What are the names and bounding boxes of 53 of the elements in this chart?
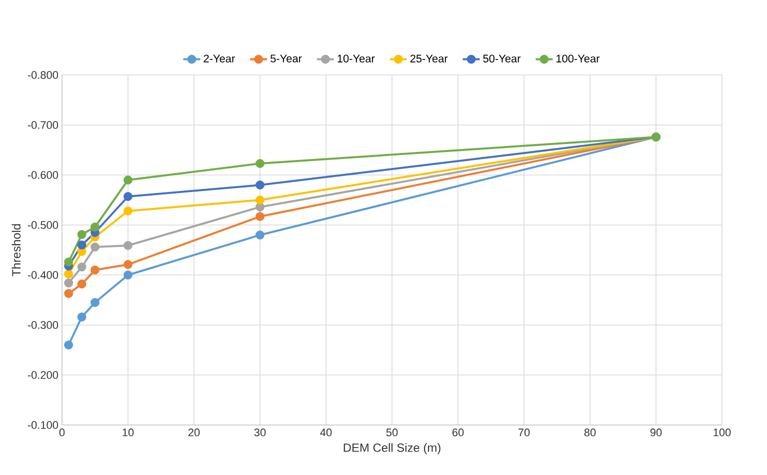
x-tick-label: 50 <box>386 428 398 436</box>
point <box>90 222 100 232</box>
legend-label: 25-Year <box>410 54 448 62</box>
x-tick-label: 30 <box>254 428 266 436</box>
point <box>90 266 100 274</box>
point <box>64 278 74 288</box>
x-tick-label: 90 <box>650 428 662 436</box>
point <box>124 270 132 280</box>
point <box>256 159 264 168</box>
x-tick-label: 70 <box>518 428 530 436</box>
x-tick-label: 40 <box>320 428 332 436</box>
point <box>64 258 74 266</box>
point <box>256 202 264 212</box>
legend-label: 5-Year <box>270 54 302 62</box>
point <box>77 230 86 239</box>
legend-label: 10-Year <box>338 54 375 62</box>
point <box>90 298 100 307</box>
y-tick-label: -0.300 <box>28 321 58 329</box>
point <box>256 196 264 204</box>
point <box>90 242 100 252</box>
x-tick-label: 60 <box>452 428 464 436</box>
point <box>256 212 264 221</box>
point <box>124 206 132 216</box>
y-axis-title: Threshold <box>12 224 21 276</box>
point <box>77 280 86 288</box>
point <box>64 340 74 350</box>
y-tick-label: -0.700 <box>28 121 58 129</box>
point <box>256 180 264 190</box>
point <box>77 312 86 322</box>
x-axis-title: DEM Cell Size (m) <box>344 443 440 454</box>
y-tick-label: -0.200 <box>28 371 58 379</box>
point <box>124 241 132 250</box>
point <box>124 176 132 184</box>
point <box>77 262 86 272</box>
point <box>64 289 74 298</box>
x-tick-label: 100 <box>714 428 731 436</box>
legend-label: 50-Year <box>483 54 521 62</box>
y-tick-label: -0.500 <box>28 221 58 229</box>
point <box>77 240 86 250</box>
x-tick-label: 0 <box>59 428 65 436</box>
point <box>124 192 132 201</box>
x-tick-label: 20 <box>188 428 200 436</box>
y-tick-label: -0.400 <box>28 271 58 279</box>
y-tick-label: -0.600 <box>28 171 58 179</box>
x-tick-label: 80 <box>584 428 596 436</box>
y-tick-label: -0.100 <box>28 421 58 429</box>
point <box>64 270 74 278</box>
point <box>124 260 132 269</box>
legend-label: 2-Year <box>204 54 235 62</box>
y-tick-label: -0.800 <box>28 71 58 79</box>
x-tick-label: 10 <box>122 428 134 436</box>
point <box>256 230 264 240</box>
legend-label: 100-Year <box>556 54 600 62</box>
